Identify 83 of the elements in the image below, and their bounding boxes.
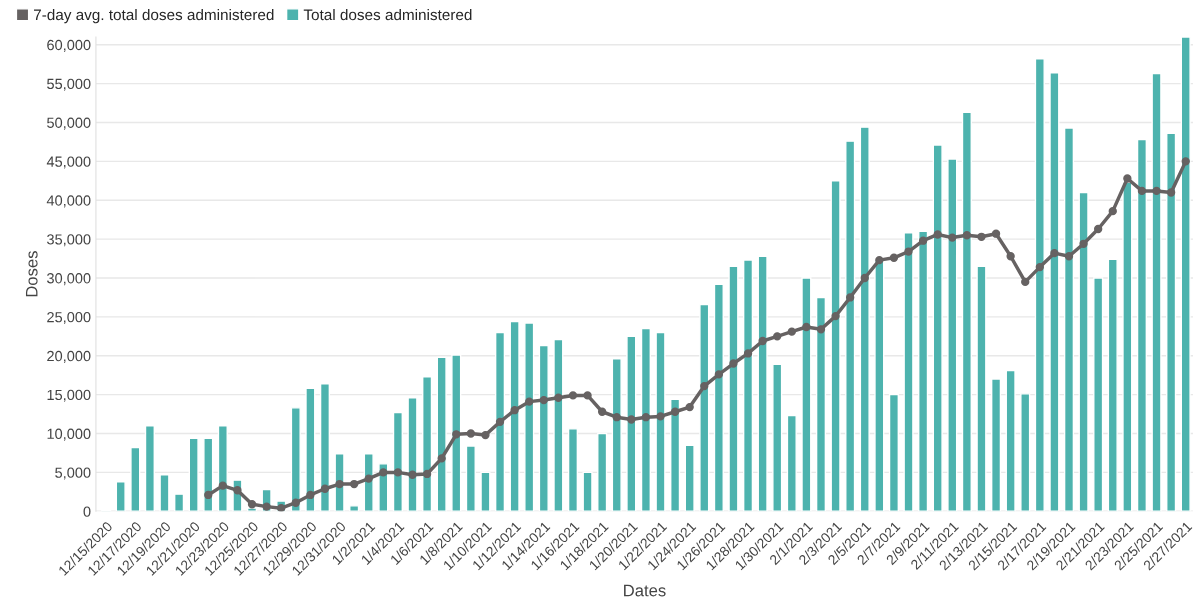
bar [392,411,403,512]
bar [305,387,316,512]
bar [319,383,331,512]
bar [465,445,476,512]
bar [451,354,462,512]
bar [480,471,491,512]
bar [1166,132,1177,512]
bar [961,111,972,512]
bar [670,398,681,512]
bar [436,356,447,512]
bar [582,471,593,512]
bar [422,376,433,512]
bar [932,144,943,512]
bar [611,358,622,512]
bar [699,303,710,512]
bar [1005,369,1016,512]
bar [1078,191,1089,512]
y-tick-label: 15,000 [47,389,91,402]
bar [903,232,914,512]
y-axis-title: Doses [25,251,38,297]
bar [1049,72,1060,512]
bar [217,425,228,512]
bar [1093,277,1104,512]
bar [845,140,856,512]
bar [407,397,418,512]
bar [1020,393,1031,512]
bar [130,446,141,512]
bar [684,444,695,512]
bar [159,474,170,512]
bar [742,259,754,512]
legend-label: Total doses administered [303,8,472,21]
y-tick-label: 5,000 [55,467,91,480]
y-tick-label: 0 [83,506,91,517]
bar [349,505,360,512]
bar [918,230,929,512]
bar [976,265,987,512]
bar [203,437,214,512]
bar [626,335,637,512]
bar [1107,258,1118,512]
y-tick-label: 50,000 [47,117,91,130]
bar [524,322,535,512]
bar [553,338,564,512]
bar [115,481,126,512]
bar [174,493,185,512]
bar [1151,72,1162,512]
x-axis-title: Dates [624,584,666,597]
bar [990,378,1002,512]
bar [888,393,900,512]
bar [655,331,666,512]
bar [874,258,885,512]
bar [786,414,797,512]
bar [640,327,651,512]
bar [144,425,155,512]
bar [538,344,549,512]
bar [1136,138,1148,512]
bar [290,407,301,512]
y-tick-label: 60,000 [47,39,91,52]
y-tick-label: 40,000 [46,195,91,208]
y-tick-label: 45,000 [46,156,91,169]
bar [947,158,958,512]
bar [494,331,506,512]
bar [728,265,739,512]
y-tick-label: 35,000 [47,234,91,247]
bar [830,180,841,512]
bar [1180,36,1191,512]
legend-label: 7-day avg. total doses administered [34,8,274,24]
bar [1034,58,1045,512]
bar [859,126,870,512]
bar [509,320,520,512]
bar [567,428,579,512]
bar [188,437,199,512]
y-tick-label: 55,000 [47,78,91,91]
bar [801,277,812,512]
bar [757,255,768,512]
bar [713,283,724,512]
bar [815,296,827,512]
y-tick-label: 25,000 [47,311,91,325]
bar [597,432,608,512]
bar [772,363,783,512]
y-tick-label: 30,000 [47,273,91,286]
y-tick-label: 20,000 [47,350,91,363]
y-tick-label: 10,000 [47,428,91,441]
bar [1063,127,1075,512]
